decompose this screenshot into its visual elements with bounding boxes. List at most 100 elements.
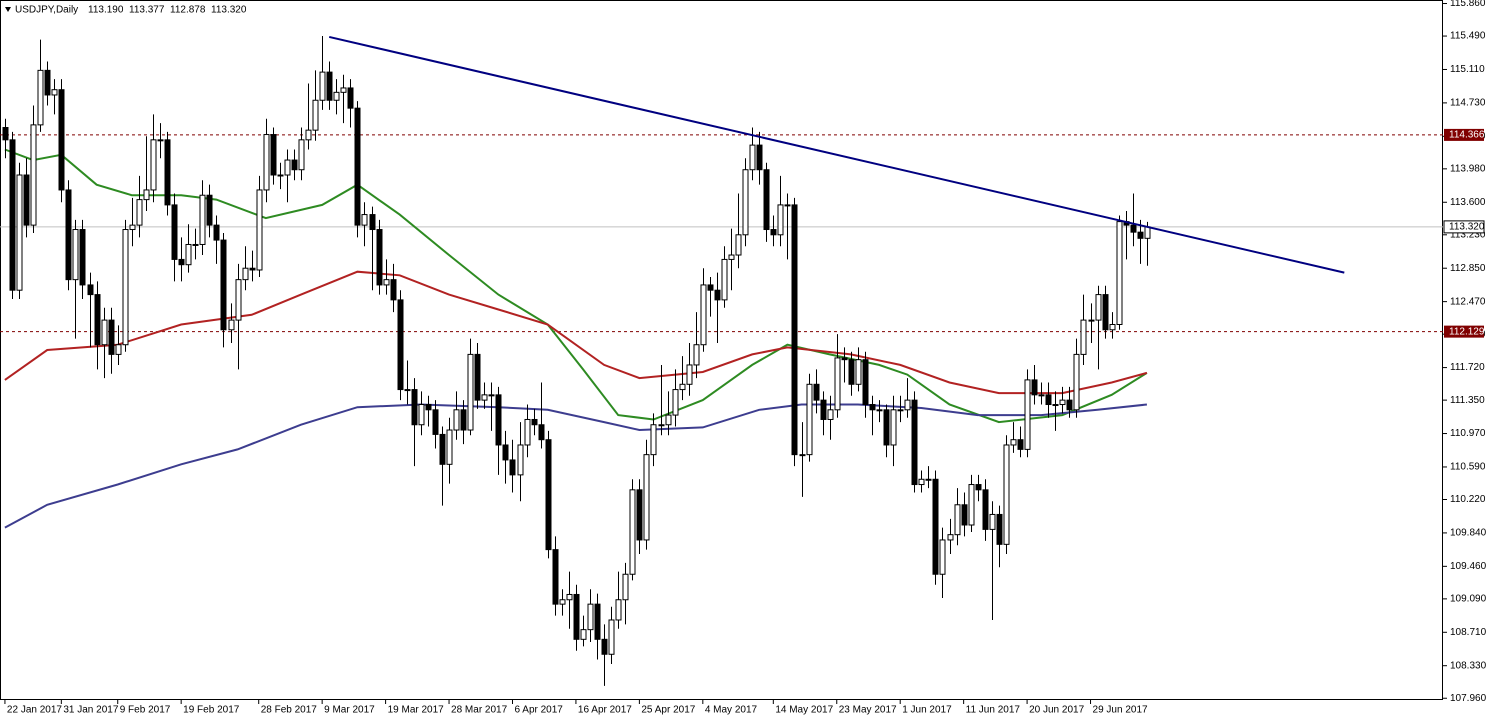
candle-body: [566, 593, 573, 601]
candle-body: [538, 424, 545, 441]
y-tick-label: 113.600: [1450, 197, 1486, 208]
candle-body: [735, 234, 742, 256]
moving-average: [4, 403, 1148, 529]
x-tick-label: 14 May 2017: [775, 705, 833, 716]
candle-body: [263, 134, 270, 191]
candle-body: [693, 344, 700, 366]
y-tick-label: 114.730: [1450, 98, 1486, 109]
trendline: [328, 35, 1345, 274]
candle-body: [806, 383, 813, 456]
candle-body: [185, 243, 192, 266]
candle-body: [968, 484, 975, 526]
current-price-label: 113.320: [1449, 222, 1485, 233]
candle-body: [164, 139, 171, 206]
candle-body: [143, 189, 150, 201]
y-tick-label: 107.960: [1450, 693, 1487, 704]
candle-body: [79, 229, 86, 286]
candle-body: [122, 229, 129, 346]
candle-body: [672, 389, 679, 416]
candle-body: [827, 409, 834, 420]
candle-body: [115, 344, 122, 355]
candle-body: [340, 87, 347, 93]
candle-body: [982, 489, 989, 530]
candle-body: [573, 593, 580, 640]
x-tick-label: 1 Jun 2017: [902, 705, 952, 716]
candle-body: [1045, 394, 1052, 406]
candle-body: [220, 239, 227, 331]
candle-body: [996, 513, 1003, 545]
candle-body: [954, 504, 961, 536]
candle-body: [749, 144, 756, 171]
candle-body: [354, 107, 361, 226]
candle-body: [714, 289, 721, 301]
candle-body: [1144, 226, 1151, 239]
candle-body: [432, 409, 439, 435]
candle-body: [411, 389, 418, 426]
x-tick-label: 20 Jun 2017: [1029, 705, 1084, 716]
y-tick-label: 109.840: [1450, 528, 1487, 539]
candle-body: [129, 224, 136, 231]
candle-body: [213, 224, 220, 241]
candle-body: [587, 603, 594, 631]
candle-body: [615, 599, 622, 621]
candle-body: [1052, 404, 1059, 407]
candle-body: [890, 409, 897, 446]
candle-body: [1137, 231, 1144, 239]
x-tick-label: 23 May 2017: [839, 705, 897, 716]
x-tick-label: 29 Jun 2017: [1093, 705, 1148, 716]
candle-body: [51, 89, 58, 96]
x-tick-label: 28 Feb 2017: [261, 705, 318, 716]
x-tick-label: 11 Jun 2017: [966, 705, 1021, 716]
candle-body: [545, 439, 552, 551]
candle-body: [904, 399, 911, 411]
x-tick-label: 9 Feb 2017: [120, 705, 171, 716]
header: USDJPY,Daily: [15, 5, 78, 16]
candle-body: [524, 418, 531, 446]
candle-body: [911, 399, 918, 486]
x-tick-label: 19 Mar 2017: [388, 705, 445, 716]
candle-body: [932, 478, 939, 575]
candle-body: [439, 433, 446, 465]
candle-body: [777, 204, 784, 236]
candle-body: [580, 629, 587, 640]
candle-body: [897, 409, 904, 412]
candle-body: [1116, 221, 1123, 325]
candle-body: [242, 267, 249, 281]
candle-body: [883, 409, 890, 446]
y-tick-label: 110.590: [1450, 462, 1486, 473]
y-tick-label: 110.970: [1450, 428, 1486, 439]
candle-body: [277, 174, 284, 177]
candle-body: [502, 444, 509, 461]
candle-body: [171, 204, 178, 260]
level-label: 112.129: [1449, 326, 1485, 337]
header-quote: 113.377: [129, 5, 165, 16]
candle-body: [636, 489, 643, 541]
candle-body: [291, 159, 298, 171]
candle-body: [686, 364, 693, 385]
y-tick-label: 111.720: [1450, 362, 1485, 373]
candle-body: [770, 229, 777, 236]
candle-body: [855, 359, 862, 385]
candle-body: [1038, 394, 1045, 397]
candle-body: [961, 504, 968, 526]
candle-body: [30, 124, 37, 226]
candle-body: [1003, 444, 1010, 545]
candle-body: [1059, 399, 1066, 406]
candle-body: [2, 127, 9, 141]
candle-body: [446, 429, 453, 465]
y-tick-label: 109.090: [1450, 594, 1487, 605]
candle-body: [467, 353, 474, 431]
candle-body: [425, 404, 432, 411]
candle-body: [820, 399, 827, 420]
candle-body: [517, 444, 524, 476]
menu-icon: [5, 7, 11, 12]
candle-body: [989, 513, 996, 530]
candle-body: [594, 603, 601, 640]
candle-body: [763, 169, 770, 231]
candle-body: [939, 539, 946, 575]
candle-body: [397, 299, 404, 391]
candle-body: [665, 414, 672, 426]
candle-body: [270, 134, 277, 176]
y-tick-label: 109.460: [1450, 561, 1487, 572]
